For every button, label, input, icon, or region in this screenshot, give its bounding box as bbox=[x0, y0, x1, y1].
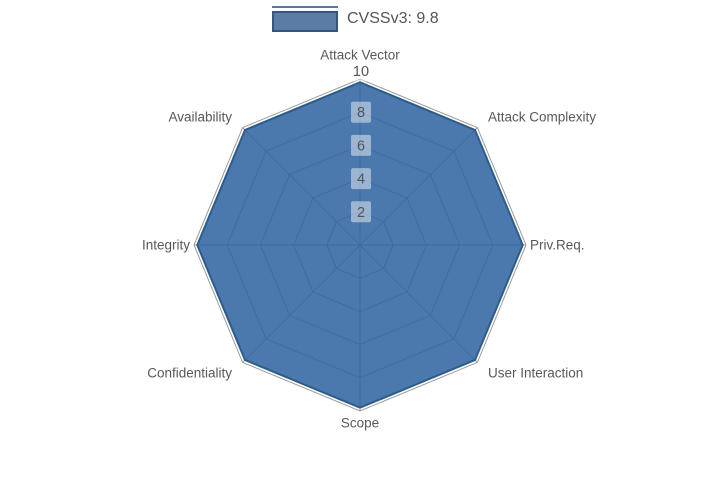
radial-tick-box-2 bbox=[351, 201, 371, 223]
radial-tick-label-2: 2 bbox=[357, 205, 365, 221]
radial-tick-label-10: 10 bbox=[353, 64, 369, 80]
radial-tick-label-4: 4 bbox=[357, 172, 365, 188]
legend-symbol bbox=[272, 6, 338, 32]
axis-label-availability: Availability bbox=[168, 110, 232, 125]
data-polygon-cvssv3-9-8 bbox=[196, 81, 524, 409]
radial-tick-box-10 bbox=[348, 60, 374, 82]
axis-label-priv-req: Priv.Req. bbox=[530, 238, 585, 253]
axis-label-attack-vector: Attack Vector bbox=[320, 48, 400, 63]
axis-label-confidentiality: Confidentiality bbox=[147, 366, 232, 381]
radial-tick-label-6: 6 bbox=[357, 138, 365, 154]
radial-tick-box-4 bbox=[351, 168, 371, 190]
radial-tick-label-8: 8 bbox=[357, 105, 365, 121]
legend-line-swatch bbox=[272, 6, 338, 8]
radial-tick-box-8 bbox=[351, 101, 371, 123]
radial-tick-box-6 bbox=[351, 134, 371, 156]
axis-label-user-interaction: User Interaction bbox=[488, 366, 583, 381]
axis-label-attack-complexity: Attack Complexity bbox=[488, 110, 596, 125]
axis-label-scope: Scope bbox=[341, 416, 379, 431]
legend[interactable]: CVSSv3: 9.8 bbox=[272, 6, 439, 32]
axis-label-integrity: Integrity bbox=[142, 238, 190, 253]
legend-label: CVSSv3: 9.8 bbox=[347, 10, 439, 27]
legend-fill-swatch bbox=[272, 11, 338, 32]
